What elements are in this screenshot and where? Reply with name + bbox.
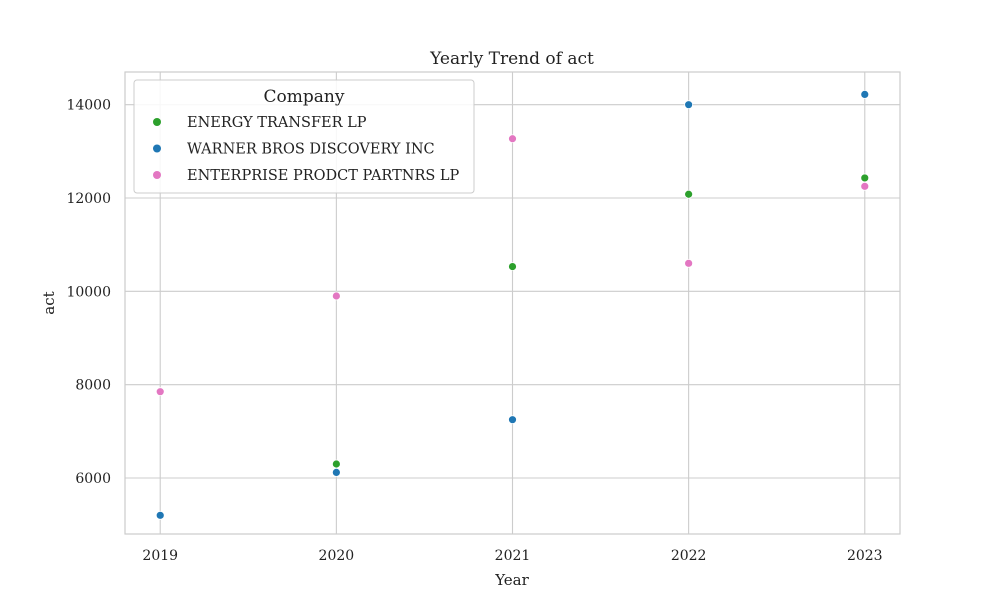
legend-entry: ENTERPRISE PRODCT PARTNRS LP: [187, 168, 460, 184]
data-point: [331, 459, 341, 469]
legend-entry: ENERGY TRANSFER LP: [187, 115, 367, 131]
data-point: [508, 415, 517, 425]
legend-marker: [153, 144, 161, 153]
data-point: [860, 90, 870, 99]
data-points: [155, 90, 870, 520]
x-tick-label: 2022: [671, 548, 707, 564]
y-tick-label: 10000: [66, 284, 111, 300]
data-point: [684, 258, 694, 268]
data-point: [684, 189, 694, 199]
data-point: [860, 173, 870, 183]
x-tick-label: 2021: [495, 548, 531, 564]
data-point: [331, 467, 341, 477]
chart-title: Yearly Trend of act: [429, 49, 594, 69]
x-axis-label: Year: [494, 571, 529, 589]
x-axis: 2019 2020 2021 2022 2023: [142, 548, 882, 564]
data-point: [155, 510, 165, 520]
x-tick-label: 2020: [319, 548, 355, 564]
data-point: [155, 387, 165, 397]
plot-frame: [124, 71, 901, 535]
legend-marker: [153, 118, 161, 126]
data-point: [508, 134, 517, 144]
legend-title: Company: [264, 87, 345, 107]
y-tick-label: 8000: [75, 378, 111, 394]
y-axis: 6000 8000 10000 12000 14000: [66, 98, 111, 487]
data-point: [860, 181, 870, 191]
legend-marker: [153, 171, 161, 179]
legend-entry: WARNER BROS DISCOVERY INC: [187, 142, 435, 158]
legend: Company ENERGY TRANSFER LP WARNER BROS DI…: [133, 79, 475, 194]
x-tick-label: 2019: [142, 548, 178, 564]
data-point: [331, 291, 341, 301]
y-tick-label: 12000: [66, 191, 111, 207]
x-tick-label: 2023: [847, 548, 883, 564]
y-axis-label: act: [40, 291, 58, 314]
y-tick-label: 6000: [75, 471, 111, 487]
data-point: [684, 100, 694, 110]
y-tick-label: 14000: [66, 98, 111, 114]
data-point: [508, 262, 517, 272]
